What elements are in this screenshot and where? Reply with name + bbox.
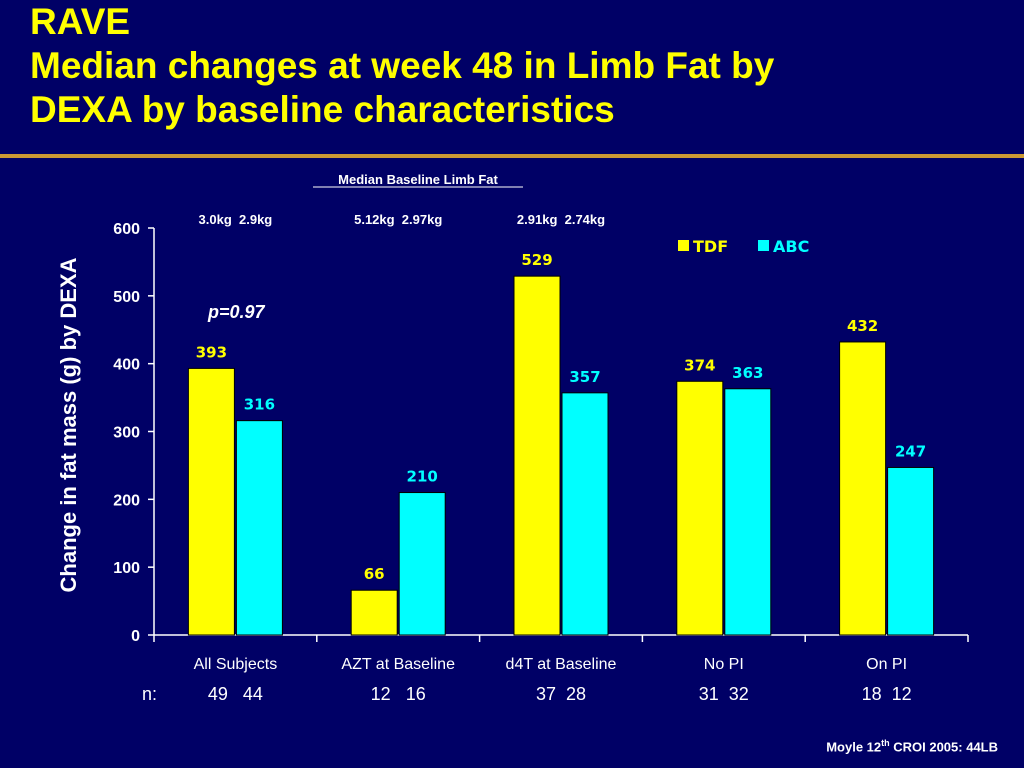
n-value: 31 32 [699,684,749,704]
bar-tdf [676,380,724,636]
bar-tdf [350,589,398,636]
data-label-tdf: 529 [521,251,552,269]
baseline-limb-fat-value: 5.12kg 2.97kg [354,212,442,227]
y-tick-label: 500 [113,289,140,306]
n-value: 49 44 [208,684,263,704]
legend-swatch-abc [758,240,769,251]
x-category-label: AZT at Baseline [341,656,455,673]
n-value: 37 28 [536,684,586,704]
data-label-abc: 316 [244,396,275,414]
bar-tdf [839,341,887,636]
title-line-3: DEXA by baseline characteristics [30,89,615,130]
x-category-label: On PI [866,656,907,673]
data-label-abc: 363 [732,364,763,382]
y-tick-label: 400 [113,357,140,374]
data-label-abc: 210 [407,468,438,486]
bar-abc [398,492,446,636]
legend-label-abc: ABC [773,237,809,256]
p-value-annotation: p=0.97 [207,302,266,322]
x-category-label: All Subjects [194,656,278,673]
bar-abc [887,466,935,636]
y-tick-label: 100 [113,560,140,577]
title-line-2: Median changes at week 48 in Limb Fat by [30,45,775,86]
y-tick-label: 200 [113,492,140,509]
y-axis-title: Change in fat mass (g) by DEXA [56,257,81,592]
citation: Moyle 12th CROI 2005: 44LB [826,738,998,755]
x-category-label: No PI [704,656,744,673]
y-tick-label: 600 [113,221,140,238]
legend-swatch-tdf [678,240,689,251]
data-label-abc: 357 [569,368,600,386]
title-divider [0,154,1024,158]
slide-title: RAVE Median changes at week 48 in Limb F… [30,0,774,132]
bar-abc [724,388,772,636]
legend-label-tdf: TDF [693,237,728,256]
data-label-tdf: 393 [196,343,227,361]
y-tick-label: 0 [131,628,140,645]
bar-tdf [513,275,561,636]
bar-abc [561,392,609,636]
data-label-abc: 247 [895,442,926,460]
title-line-1: RAVE [30,1,131,42]
data-label-tdf: 432 [847,317,878,335]
x-category-label: d4T at Baseline [506,656,617,673]
data-label-tdf: 374 [684,356,715,374]
bar-abc [235,420,283,636]
n-prefix: n: [142,684,157,704]
data-label-tdf: 66 [364,565,385,583]
baseline-limb-fat-value: 3.0kg 2.9kg [199,212,273,227]
baseline-limb-fat-value: 2.91kg 2.74kg [517,212,605,227]
baseline-header: Median Baseline Limb Fat [338,172,498,187]
y-tick-label: 300 [113,425,140,442]
n-value: 12 16 [371,684,426,704]
n-value: 18 12 [862,684,912,704]
bar-tdf [187,367,235,636]
